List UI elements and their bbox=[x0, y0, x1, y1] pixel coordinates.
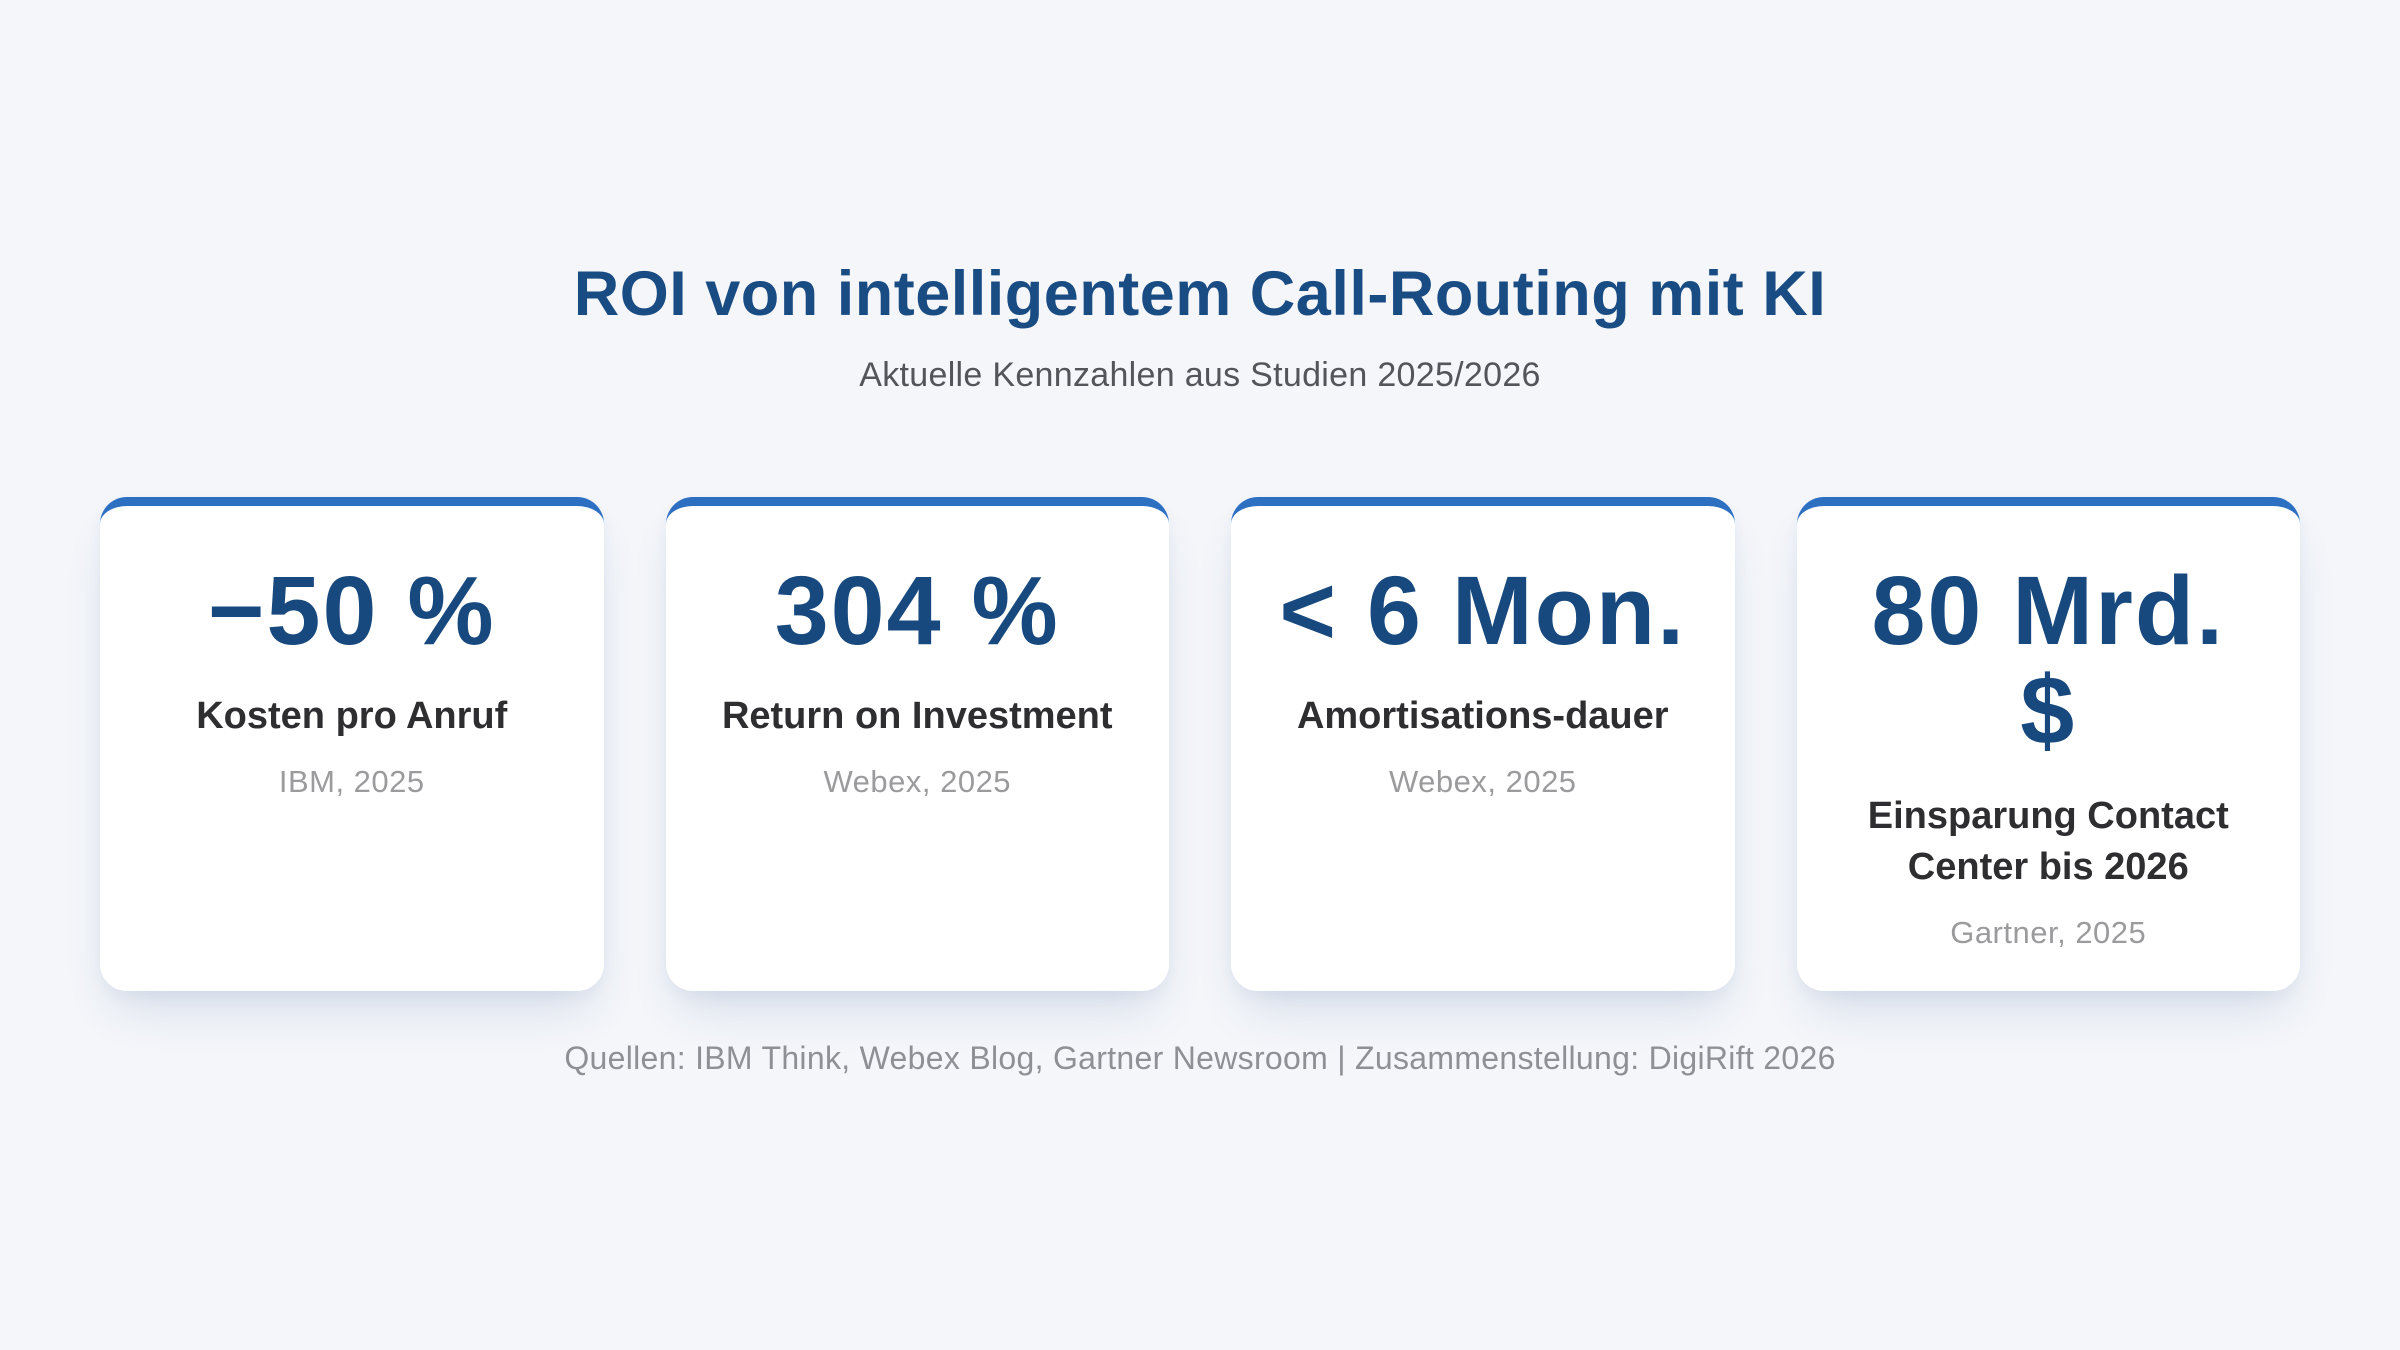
sources-footer: Quellen: IBM Think, Webex Blog, Gartner … bbox=[564, 1040, 1836, 1076]
kpi-card-einsparung-contact-center: 80 Mrd. $ Einsparung Contact Center bis … bbox=[1796, 497, 2300, 992]
kpi-card-kosten-pro-anruf: −50 % Kosten pro Anruf IBM, 2025 bbox=[100, 497, 604, 992]
page-title: ROI von intelligentem Call-Routing mit K… bbox=[573, 259, 1827, 329]
kpi-source: IBM, 2025 bbox=[278, 764, 425, 800]
kpi-card-amortisationsdauer: < 6 Mon. Amortisations-dauer Webex, 2025 bbox=[1231, 497, 1735, 992]
kpi-value: −50 % bbox=[207, 556, 496, 665]
kpi-value: 304 % bbox=[774, 556, 1060, 665]
header: ROI von intelligentem Call-Routing mit K… bbox=[0, 258, 2400, 395]
kpi-source: Webex, 2025 bbox=[1388, 764, 1577, 800]
kpi-label: Einsparung Contact Center bis 2026 bbox=[1867, 794, 2229, 889]
kpi-card-row: −50 % Kosten pro Anruf IBM, 2025 304 % R… bbox=[100, 497, 2300, 992]
kpi-value: 80 Mrd. $ bbox=[1871, 556, 2226, 765]
kpi-card-return-on-investment: 304 % Return on Investment Webex, 2025 bbox=[665, 497, 1169, 992]
kpi-value: < 6 Mon. bbox=[1279, 556, 1687, 665]
kpi-label: Return on Investment bbox=[721, 694, 1113, 737]
page-subtitle: Aktuelle Kennzahlen aus Studien 2025/202… bbox=[859, 356, 1541, 394]
kpi-source: Gartner, 2025 bbox=[1950, 915, 2147, 951]
kpi-label: Amortisations-dauer bbox=[1296, 694, 1669, 737]
kpi-source: Webex, 2025 bbox=[823, 764, 1012, 800]
kpi-label: Kosten pro Anruf bbox=[196, 694, 508, 737]
